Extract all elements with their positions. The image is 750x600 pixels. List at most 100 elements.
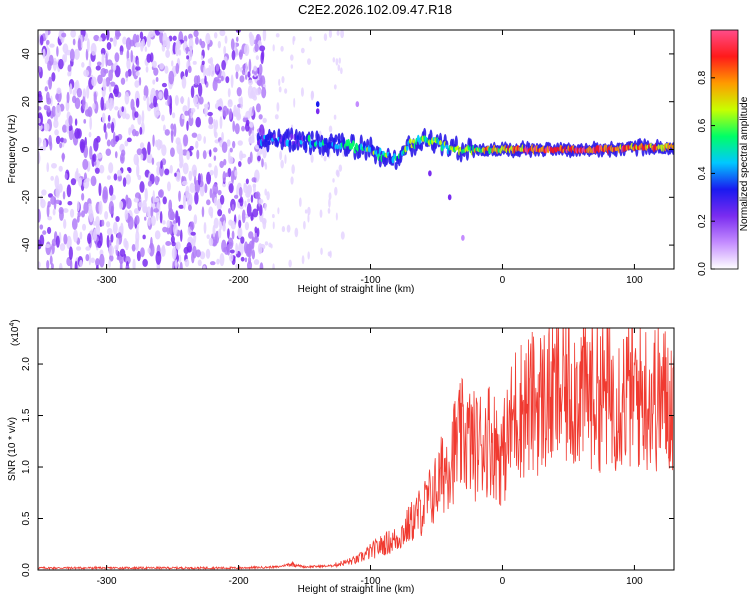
- noise-cell: [290, 64, 294, 69]
- noise-cell: [259, 204, 263, 216]
- noise-cell: [292, 36, 295, 46]
- noise-cell: [51, 238, 57, 247]
- noise-cell: [187, 96, 190, 110]
- noise-cell: [70, 30, 77, 38]
- x-tick-label: -100: [361, 576, 381, 587]
- y-tick-label: 1.5: [21, 408, 32, 422]
- noise-cell: [179, 96, 185, 104]
- noise-cell: [136, 59, 140, 68]
- noise-cell: [140, 40, 144, 52]
- noise-cell: [136, 250, 141, 262]
- noise-cell: [181, 180, 188, 186]
- noise-cell: [89, 145, 93, 160]
- ridge-cell: [351, 140, 355, 147]
- noise-cell: [87, 203, 93, 215]
- noise-cell: [323, 155, 327, 162]
- noise-cell: [213, 196, 218, 206]
- noise-cell: [174, 95, 179, 106]
- noise-cell: [85, 246, 91, 251]
- noise-cell: [248, 231, 254, 239]
- noise-cell: [83, 69, 90, 77]
- noise-cell: [171, 60, 174, 67]
- noise-cell: [301, 255, 305, 265]
- noise-cell: [133, 153, 139, 166]
- noise-cell: [208, 64, 211, 77]
- noise-cell: [286, 224, 291, 233]
- noise-cell: [209, 261, 216, 266]
- noise-cell: [264, 203, 267, 211]
- noise-cell: [150, 236, 153, 251]
- noise-cell: [274, 114, 279, 120]
- noise-cell: [106, 42, 112, 51]
- noise-cell: [208, 206, 214, 217]
- noise-cell: [236, 87, 242, 97]
- noise-cell: [91, 76, 97, 87]
- noise-cell: [46, 105, 51, 113]
- noise-cell: [183, 134, 189, 147]
- noise-cell: [171, 241, 176, 247]
- noise-cell: [261, 158, 264, 168]
- noise-cell: [332, 57, 336, 63]
- noise-cell: [97, 240, 102, 249]
- noise-cell: [154, 175, 159, 186]
- noise-cell: [250, 194, 254, 203]
- noise-cell: [209, 57, 214, 66]
- noise-cell: [338, 164, 343, 172]
- noise-cell: [230, 38, 235, 51]
- noise-cell: [188, 170, 193, 181]
- noise-cell: [151, 157, 155, 165]
- noise-cell: [195, 116, 202, 128]
- colorbar-tick-label: 0.2: [697, 214, 708, 228]
- noise-cell: [63, 138, 67, 144]
- noise-cell: [235, 63, 241, 73]
- noise-cell: [270, 243, 273, 249]
- colorbar-ticks: 0.0 0.2 0.4 0.6 0.8: [697, 70, 715, 276]
- noise-cell: [55, 104, 62, 118]
- noise-cell: [213, 165, 218, 179]
- noise-cell: [128, 167, 132, 174]
- noise-cell: [219, 217, 225, 222]
- noise-cell: [178, 148, 184, 157]
- noise-cell: [54, 129, 59, 136]
- noise-cell: [105, 221, 111, 228]
- noise-cell: [62, 124, 68, 133]
- noise-cell: [260, 52, 264, 65]
- noise-cell: [144, 216, 147, 221]
- noise-cell: [251, 249, 256, 260]
- noise-cell: [131, 243, 136, 252]
- noise-cell: [197, 259, 202, 267]
- noise-cell: [167, 94, 170, 107]
- noise-cell: [245, 119, 250, 127]
- noise-cell: [212, 224, 216, 238]
- noise-cell: [238, 49, 243, 60]
- noise-cell: [251, 237, 255, 250]
- noise-cell: [162, 220, 166, 225]
- noise-cell: [46, 162, 50, 173]
- noise-cell: [307, 251, 310, 260]
- snr-frame: [37, 327, 675, 571]
- noise-cell: [108, 84, 112, 93]
- y-tick-label: -40: [21, 237, 32, 252]
- noise-cell: [115, 215, 120, 222]
- noise-cell: [245, 178, 249, 185]
- noise-cell: [184, 258, 190, 268]
- noise-cell: [50, 175, 55, 181]
- noise-cell: [67, 71, 71, 77]
- noise-cell: [175, 62, 180, 74]
- ridge-cell: [275, 139, 279, 147]
- noise-cell: [39, 34, 44, 46]
- noise-cell: [256, 227, 260, 238]
- x-tick-label: -300: [97, 576, 117, 587]
- noise-cell: [105, 100, 110, 110]
- noise-cell: [156, 165, 161, 176]
- noise-cell: [337, 64, 341, 72]
- noise-cell: [328, 125, 333, 133]
- noise-cell: [239, 196, 244, 207]
- y-tick-label: 2.0: [21, 357, 32, 371]
- noise-cell: [238, 97, 242, 104]
- noise-cell: [249, 139, 255, 144]
- noise-cell: [231, 49, 236, 61]
- noise-cell: [42, 230, 47, 235]
- noise-cell: [144, 187, 148, 202]
- noise-cell: [171, 247, 177, 260]
